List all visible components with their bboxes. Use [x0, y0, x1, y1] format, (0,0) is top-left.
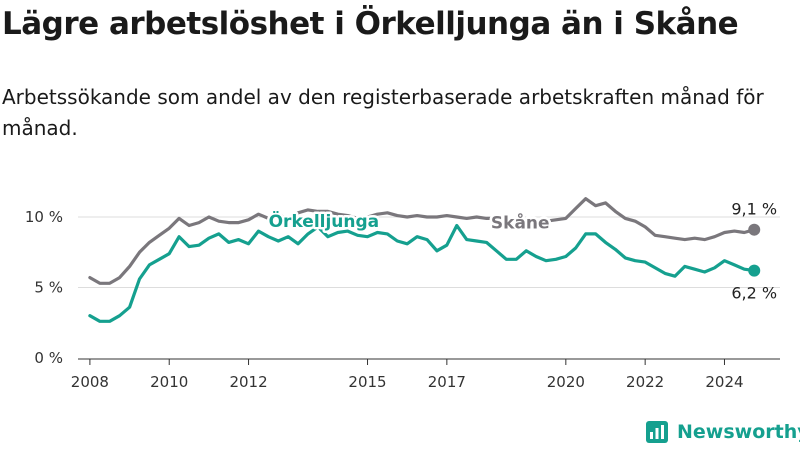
- line-chart: 0 %5 %10 % 2008 2010 2012 2015 2017 2020 2022 2…: [25, 197, 780, 391]
- series-lines: [88, 197, 761, 323]
- series-line-skane: [88, 197, 756, 285]
- end-point-skane: [748, 223, 761, 236]
- brand-name: Newsworthy: [677, 421, 800, 443]
- x-tick-label-2015: 2015: [348, 373, 386, 391]
- x-tick-label-2020: 2020: [547, 373, 585, 391]
- chart-title: Lägre arbetslöshet i Örkelljunga än i Sk…: [2, 6, 739, 42]
- chart-subtitle: Arbetssökande som andel av den registerb…: [2, 85, 764, 140]
- x-axis-ticks: 2008 2010 2012 2015 2017 2020 2022 2024: [71, 359, 744, 391]
- x-tick-label-2012: 2012: [229, 373, 267, 391]
- x-tick-label-2008: 2008: [71, 373, 109, 391]
- series-labels: 9,1 % 6,2 % Skåne Örkelljunga: [266, 200, 777, 303]
- y-tick-label-0: 0 %: [34, 349, 63, 367]
- x-tick-label-2022: 2022: [626, 373, 664, 391]
- end-point-orkelljunga: [748, 264, 761, 277]
- series-label-orkelljunga: Örkelljunga: [269, 210, 380, 232]
- end-value-label-orkelljunga: 6,2 %: [731, 284, 777, 303]
- y-axis-ticks: 0 % 5 % 10 %: [25, 208, 63, 367]
- y-tick-label-5: 5 %: [34, 279, 63, 297]
- series-label-skane: Skåne: [491, 211, 550, 233]
- x-tick-label-2024: 2024: [705, 373, 743, 391]
- x-tick-label-2017: 2017: [428, 373, 466, 391]
- end-value-label-skane: 9,1 %: [731, 200, 777, 219]
- series-line-orkelljunga: [88, 223, 756, 323]
- brand-logo[interactable]: Newsworthy: [645, 420, 800, 444]
- y-tick-label-10: 10 %: [25, 208, 63, 226]
- newsworthy-logo-icon: [646, 421, 668, 443]
- x-tick-label-2010: 2010: [150, 373, 188, 391]
